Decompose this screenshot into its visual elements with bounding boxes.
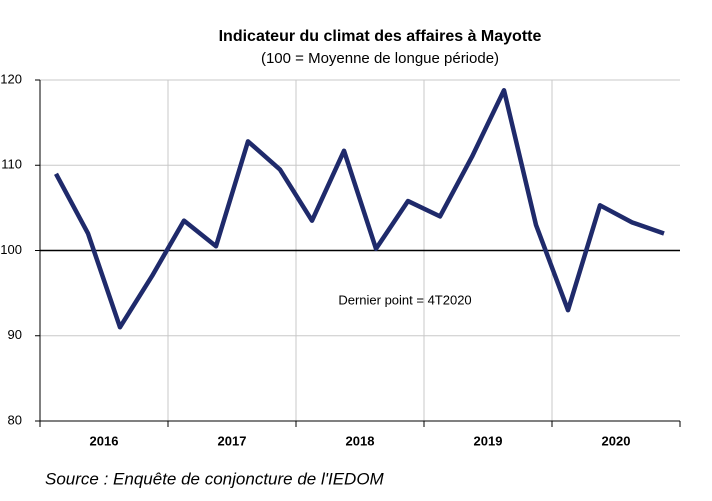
chart-title: Indicateur du climat des affaires à Mayo… bbox=[219, 28, 542, 45]
y-tick-label: 80 bbox=[8, 412, 22, 427]
line bbox=[54, 87, 665, 330]
y-tick-label: 100 bbox=[0, 242, 22, 257]
chart-subtitle: (100 = Moyenne de longue période) bbox=[261, 50, 499, 67]
x-tick-label: 2020 bbox=[602, 433, 631, 448]
x-tick-label: 2017 bbox=[218, 433, 247, 448]
y-tick-label: 120 bbox=[0, 71, 22, 86]
annotation: Dernier point = 4T2020 bbox=[338, 292, 471, 307]
y-tick-label: 110 bbox=[1, 157, 22, 172]
y-tick-label: 90 bbox=[8, 327, 22, 342]
source: Source : Enquête de conjoncture de l'IED… bbox=[45, 469, 385, 488]
x-tick-label: 2018 bbox=[346, 433, 375, 448]
x-tick-label: 2016 bbox=[90, 433, 119, 448]
x-tick-label: 2019 bbox=[474, 433, 503, 448]
